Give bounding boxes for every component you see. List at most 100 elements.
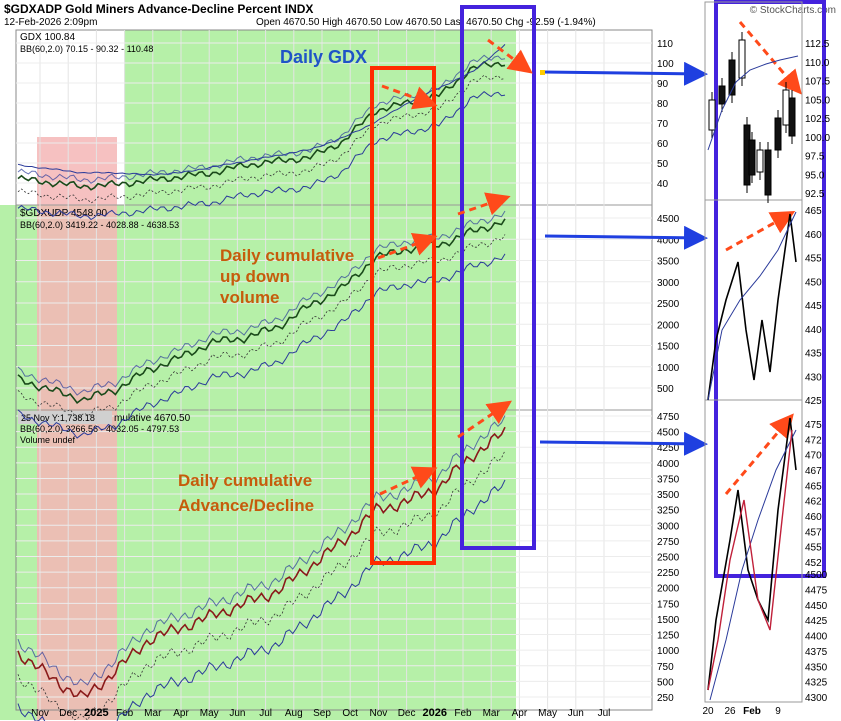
x-tick-label: Nov: [31, 708, 49, 719]
x-tick-label: Jul: [598, 708, 611, 719]
ad-tick-label: 3500: [657, 490, 680, 501]
bb-lower-band: [17, 479, 506, 721]
series-line: [17, 426, 506, 698]
zoom-candle: [708, 99, 716, 131]
zoom-ad-lower-tick-label: 4300: [805, 693, 828, 704]
zoom-x-tick-label: Feb: [743, 706, 761, 717]
zoom-gdx-tick-label: 112.5: [805, 39, 830, 50]
zoom-ad-lower-tick-label: 4325: [805, 678, 828, 689]
zoom-candle: [788, 97, 796, 137]
zoom-ad-tick-label: 460: [805, 512, 822, 523]
gdx-tick-label: 50: [657, 159, 669, 170]
zoom-gdx-bb: [707, 55, 799, 151]
gdx-link-marker: [540, 70, 545, 75]
ad-tick-label: 1500: [657, 615, 680, 626]
updown-tick-label: 4000: [657, 235, 680, 246]
ad-tick-label: 750: [657, 662, 674, 673]
zoom-ad-lower-tick-label: 4400: [805, 632, 828, 643]
x-tick-label: Sep: [313, 708, 331, 719]
updown-blue-box-arrow: [457, 192, 511, 216]
ad-tick-label: 1250: [657, 631, 680, 642]
ohlc-readout: Open 4670.50 High 4670.50 Low 4670.50 La…: [256, 17, 596, 28]
gdx-tick-label: 100: [657, 59, 674, 70]
ad-legend: mulative 4670.50: [114, 413, 191, 424]
ad-volume-legend: Volume undef: [20, 435, 76, 445]
arrow-annotations: [377, 21, 802, 496]
zoom-updown-tick-label: 460: [805, 230, 822, 241]
zoom-candle: [728, 59, 736, 96]
zoom-ad-tick-label: 462: [805, 497, 822, 508]
x-tick-label: 2026: [423, 707, 447, 719]
zoom-candle: [738, 39, 746, 79]
ad-tick-label: 3000: [657, 521, 680, 532]
zoom-x-axis: 20 26 Feb 9: [702, 706, 781, 717]
zoom-x-tick-label: 20: [702, 706, 714, 717]
x-tick-label: Mar: [144, 708, 162, 719]
zoom-ad-lower-tick-label: 4350: [805, 662, 828, 673]
updown-tick-label: 1500: [657, 342, 680, 353]
blue-highlight-box: [460, 5, 536, 550]
ad-tick-label: 4750: [657, 412, 680, 423]
zoom-gdx-tick-label: 110.0: [805, 58, 830, 69]
zoom-ad-tick-label: 475: [805, 420, 822, 431]
zoom-updown-tick-label: 430: [805, 372, 822, 383]
zoom-ad-line: [707, 417, 797, 691]
x-tick-label: May: [200, 708, 219, 719]
x-tick-label: Mar: [483, 708, 501, 719]
zoom-updown-tick-label: 440: [805, 325, 822, 336]
updown-bb-legend: BB(60,2.0) 3419.22 - 4028.88 - 4638.53: [20, 220, 179, 230]
zoom-gdx-tick-label: 100.0: [805, 133, 830, 144]
zoom-updown-tick-label: 445: [805, 301, 822, 312]
x-tick-label: Nov: [370, 708, 388, 719]
zoom-updown-tick-label: 450: [805, 277, 822, 288]
updown-annotation-line2: up down: [220, 267, 290, 286]
ad-tick-label: 1750: [657, 599, 680, 610]
gdx-link-arrow: [542, 61, 708, 86]
ad-tick-label: 250: [657, 693, 674, 704]
bb-lower-band: [17, 253, 506, 439]
x-tick-label: Jun: [568, 708, 584, 719]
ad-tick-label: 3750: [657, 474, 680, 485]
x-axis: Nov Dec 2025 Feb Mar Apr May Jun Jul Aug Sep Oct Nov…: [31, 707, 610, 719]
gdx-tick-label: 60: [657, 139, 669, 150]
ad-annotation-line1: Daily cumulative: [178, 471, 312, 490]
zoom-gdx-tick-label: 105.0: [805, 95, 830, 106]
gdx-tick-label: 40: [657, 179, 669, 190]
ad-blue-box-arrow: [457, 400, 512, 439]
zoom-x-tick-label: 26: [724, 706, 736, 717]
tooltip-readout: 25 Nov Y:1,738.18: [21, 413, 95, 423]
zoom-gdx-arrow: [738, 21, 802, 95]
ad-annotation-line2: Advance/Decline: [178, 496, 314, 515]
gdx-legend: GDX 100.84: [20, 32, 75, 43]
x-tick-label: Aug: [285, 708, 303, 719]
zoom-candle: [774, 117, 782, 151]
ad-tick-label: 3250: [657, 506, 680, 517]
ad-link-arrow: [539, 431, 708, 456]
zoom-candle: [764, 149, 772, 196]
bb-midline: [17, 234, 506, 420]
ad-y-axis: 4750 4500 4250 4000 3750 3500 3250 3000 2750 2500…: [657, 412, 680, 704]
zoom-updown-tick-label: 465: [805, 206, 822, 217]
zoom-candle: [782, 89, 790, 126]
updown-tick-label: 500: [657, 384, 674, 395]
zoom-gdx-tick-label: 97.5: [805, 152, 825, 163]
vertical-gridlines: [16, 30, 652, 710]
gdx-y-axis: 110 100 90 80 70 60 50 40: [657, 39, 674, 190]
zoom-ad-tick-label: 465: [805, 481, 822, 492]
zoom-frame: [704, 1, 803, 703]
zoom-ad-tick-label: 470: [805, 451, 822, 462]
main-plot-frame: [15, 29, 653, 711]
zoom-updown-tick-label: 435: [805, 349, 822, 360]
updown-tick-label: 3500: [657, 257, 680, 268]
x-tick-label: 2025: [84, 707, 108, 719]
zoom-gdx-tick-label: 102.5: [805, 114, 830, 125]
updown-tick-label: 4500: [657, 214, 680, 225]
zoom-ad-tick-label: 452: [805, 558, 822, 569]
chart-date: 12-Feb-2026 2:09pm: [4, 17, 97, 28]
ad-tick-label: 2000: [657, 584, 680, 595]
zoom-gdx-tick-label: 107.5: [805, 77, 830, 88]
x-tick-label: Jun: [229, 708, 245, 719]
zoom-ad-lower-tick-label: 4425: [805, 616, 828, 627]
ad-tick-label: 4500: [657, 428, 680, 439]
